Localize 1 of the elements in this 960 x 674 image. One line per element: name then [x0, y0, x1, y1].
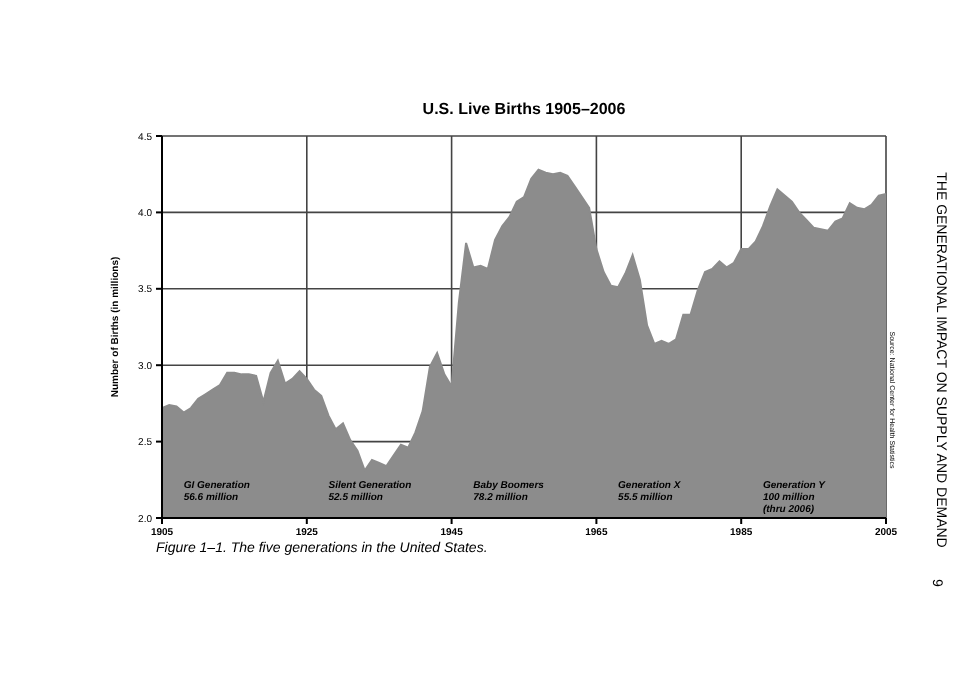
chart-title: U.S. Live Births 1905–2006	[420, 100, 628, 118]
